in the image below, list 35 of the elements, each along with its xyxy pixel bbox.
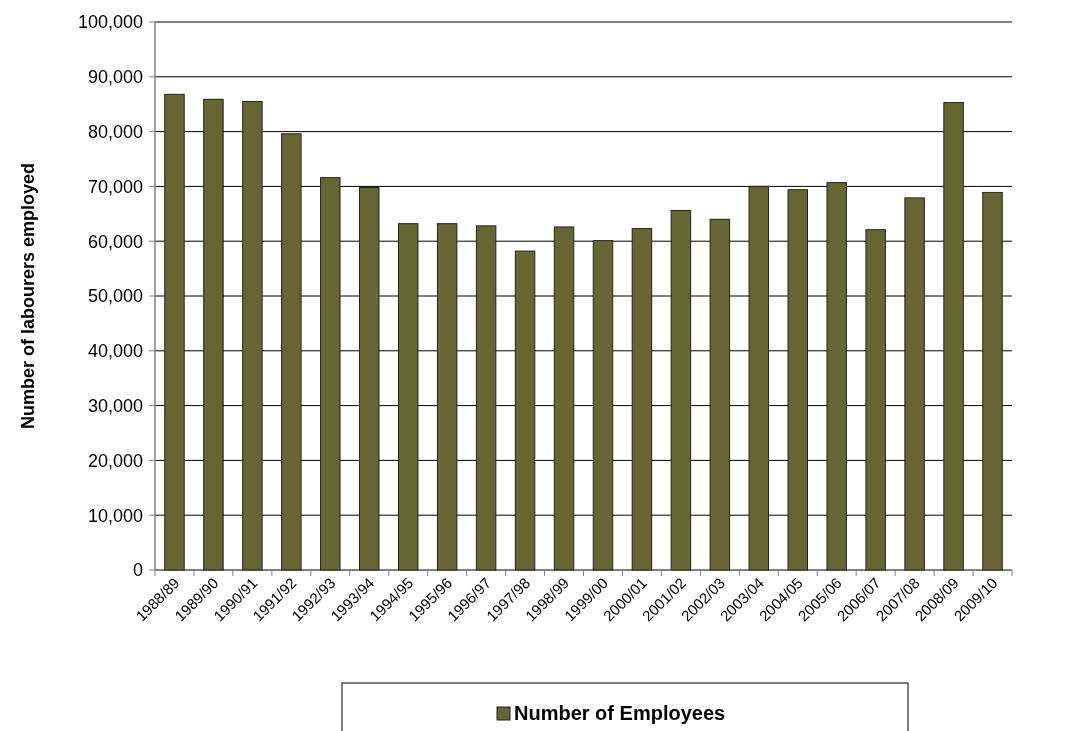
- bar: [514, 250, 536, 571]
- bar: [281, 133, 302, 571]
- y-axis-title: Number of labourers employed: [18, 162, 38, 430]
- bar: [709, 218, 731, 571]
- bar: [242, 100, 263, 571]
- y-tick-label: 50,000: [87, 286, 143, 307]
- bar: [592, 240, 614, 571]
- bar: [397, 223, 419, 571]
- bar: [982, 191, 1003, 571]
- bar: [320, 177, 341, 571]
- y-tick-label: 40,000: [87, 341, 143, 362]
- y-tick-label: 100,000: [77, 12, 143, 33]
- bar: [631, 228, 653, 571]
- bar: [943, 102, 964, 571]
- bar: [475, 225, 497, 571]
- bar: [553, 226, 575, 571]
- bar: [359, 187, 380, 571]
- bar: [748, 185, 770, 571]
- bar: [203, 98, 224, 571]
- y-tick-label: 20,000: [87, 450, 143, 471]
- y-tick-label: 80,000: [87, 121, 143, 142]
- y-tick-label: 30,000: [87, 395, 143, 416]
- legend-label: Number of Employees: [514, 702, 726, 724]
- bar: [904, 197, 925, 571]
- y-tick-label: 10,000: [87, 505, 143, 526]
- y-tick-label: 90,000: [87, 67, 143, 88]
- y-tick-label: 70,000: [87, 176, 143, 197]
- bar: [436, 223, 458, 571]
- bar: [865, 229, 886, 571]
- bar: [670, 210, 692, 571]
- y-tick-label: 0: [132, 560, 143, 581]
- y-tick-label: 60,000: [87, 231, 143, 252]
- bar: [787, 189, 808, 571]
- bar: [164, 93, 185, 571]
- bar: [826, 182, 847, 571]
